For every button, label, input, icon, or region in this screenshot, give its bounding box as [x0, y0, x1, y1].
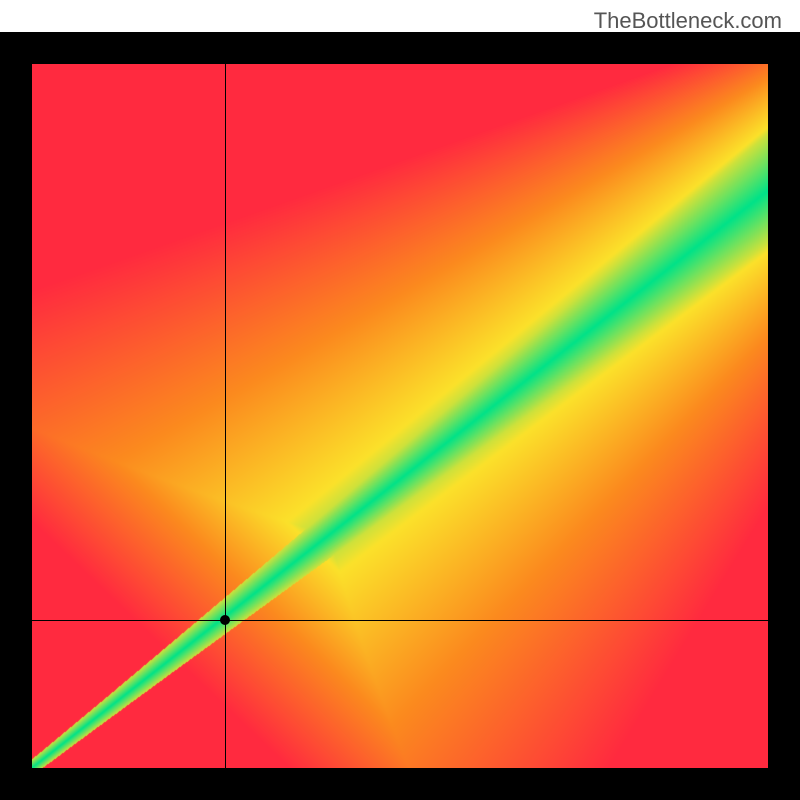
watermark-text: TheBottleneck.com: [594, 8, 782, 34]
crosshair-vertical: [225, 64, 226, 768]
crosshair-horizontal: [32, 620, 768, 621]
heatmap-canvas: [32, 64, 768, 768]
chart-container: TheBottleneck.com: [0, 0, 800, 800]
heatmap-plot: [32, 64, 768, 768]
plot-frame: [0, 32, 800, 800]
marker-point: [220, 615, 230, 625]
